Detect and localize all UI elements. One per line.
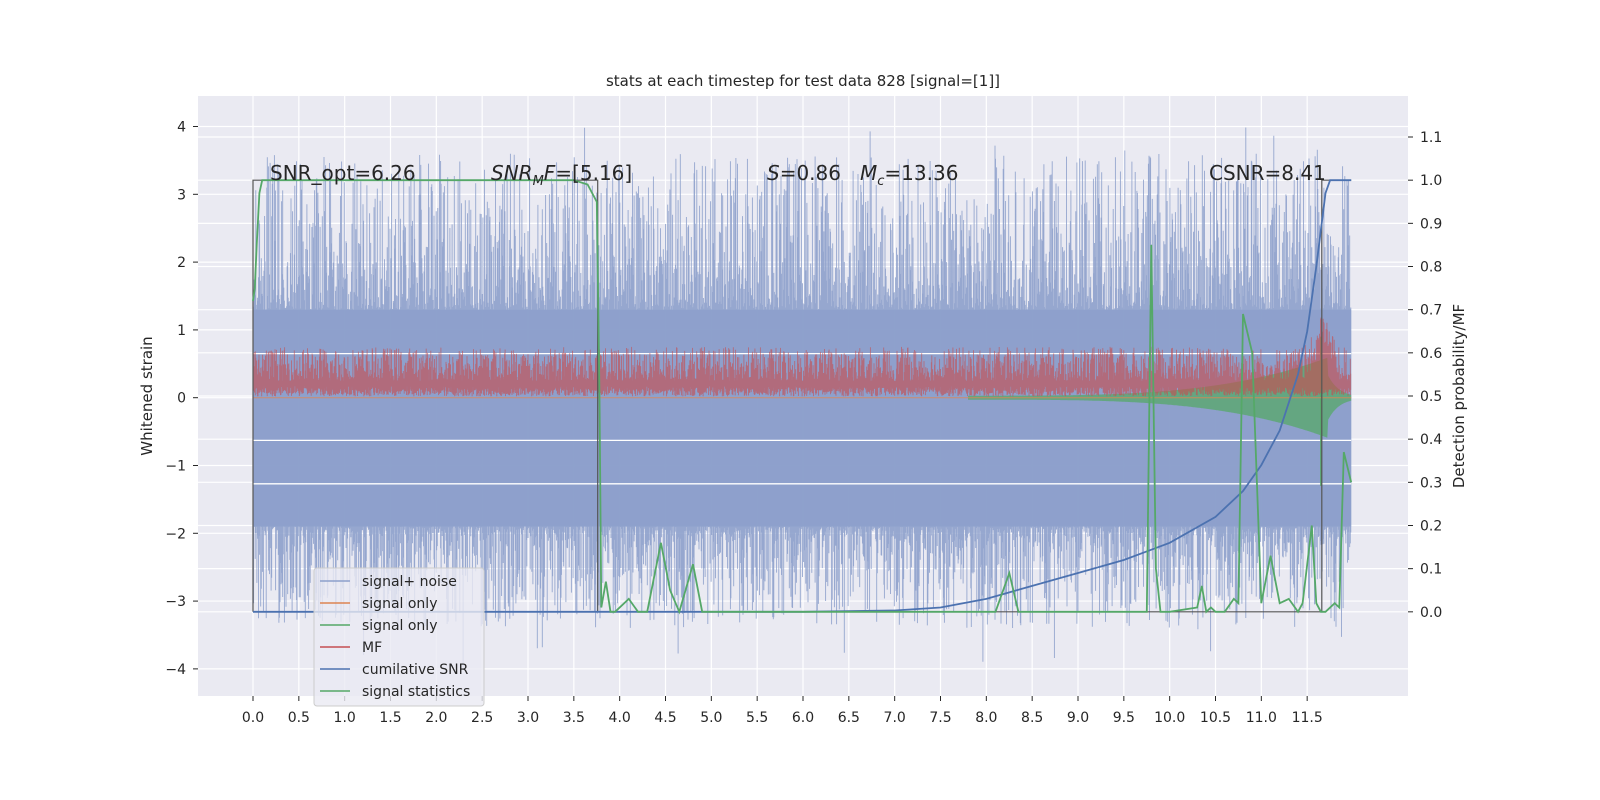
annotation-mc: Mc=13.36 [860,161,958,189]
x-tick-label: 10.0 [1154,710,1185,726]
y2-tick-label: 0.1 [1420,562,1442,578]
y2-axis-label: Detection probability/MF [1450,304,1468,488]
y-tick-label: 4 [177,120,186,136]
detection-lines [252,179,1353,615]
x-tick-label: 1.5 [379,710,401,726]
y-tick-label: 1 [177,323,186,339]
y-axis-ticks: 4 3 2 1 0 −1 −2 −3 −4 [165,120,198,678]
y2-tick-label: 1.0 [1420,173,1442,189]
x-tick-label: 0.0 [242,710,264,726]
chart-title: stats at each timestep for test data 828… [606,72,1000,90]
x-tick-label: 10.5 [1200,710,1231,726]
x-tick-label: 9.0 [1067,710,1089,726]
y-tick-label: −4 [165,662,186,678]
x-tick-label: 5.0 [700,710,722,726]
x-tick-label: 4.5 [654,710,676,726]
cumulative-snr-line [253,179,1352,613]
x-tick-label: 6.5 [838,710,860,726]
y2-tick-label: 0.0 [1420,605,1442,621]
annotation-csnr: CSNR=8.41 [1209,161,1326,185]
x-tick-label: 1.0 [334,710,356,726]
x-tick-label: 7.5 [929,710,951,726]
x-tick-label: 2.5 [471,710,493,726]
y2-tick-label: 0.2 [1420,518,1442,534]
signal-statistics-line [252,179,1353,615]
annotation-snr-opt: SNR_opt=6.26 [270,161,416,185]
y2-axis-ticks: 1.1 1.0 0.9 0.8 0.7 0.6 0.5 0.4 0.3 0.2 0.1 0.0 [1408,130,1442,621]
legend-label: MF [362,640,382,656]
x-tick-label: 11.0 [1246,710,1277,726]
annotation-snr-mf: SNRMF=[5.16] [491,161,632,189]
y2-tick-label: 0.9 [1420,216,1442,232]
y-axis-label: Whitened strain [138,336,156,455]
legend-box [313,567,485,707]
y2-tick-label: 0.4 [1420,432,1442,448]
x-tick-label: 9.5 [1113,710,1135,726]
y2-tick-label: 0.6 [1420,346,1442,362]
y-tick-label: −1 [165,458,186,474]
y2-tick-label: 0.5 [1420,389,1442,405]
x-axis-ticks: 0.0 0.5 1.0 1.5 2.0 2.5 3.0 3.5 4.0 4.5 5.0 5.5 6.0 6… [242,696,1323,726]
x-tick-label: 11.5 [1292,710,1323,726]
x-tick-label: 3.5 [563,710,585,726]
legend-label: signal only [362,596,437,612]
y-tick-label: −3 [165,594,186,610]
legend-label: cumilative SNR [362,662,469,678]
y2-tick-label: 0.7 [1420,303,1442,319]
annotation-s: S=0.86 [767,161,841,185]
legend-label: signal statistics [362,684,470,700]
x-tick-label: 3.0 [517,710,539,726]
x-tick-label: 7.0 [884,710,906,726]
x-tick-label: 0.5 [288,710,310,726]
x-tick-label: 4.0 [609,710,631,726]
legend-label: signal+ noise [362,574,457,590]
x-tick-label: 2.0 [425,710,447,726]
y-tick-label: 3 [177,187,186,203]
x-tick-label: 8.0 [975,710,997,726]
y-tick-label: 2 [177,255,186,271]
y-tick-label: −2 [165,526,186,542]
legend-label: signal only [362,618,437,634]
x-tick-label: 8.5 [1021,710,1043,726]
y2-tick-label: 0.3 [1420,475,1442,491]
legend: signal+ noise signal only signal only MF cum… [313,567,485,707]
x-tick-label: 6.0 [792,710,814,726]
y2-tick-label: 0.8 [1420,260,1442,276]
y2-tick-label: 1.1 [1420,130,1442,146]
x-tick-label: 5.5 [746,710,768,726]
signal-noise-series [252,127,1352,667]
y-tick-label: 0 [177,391,186,407]
